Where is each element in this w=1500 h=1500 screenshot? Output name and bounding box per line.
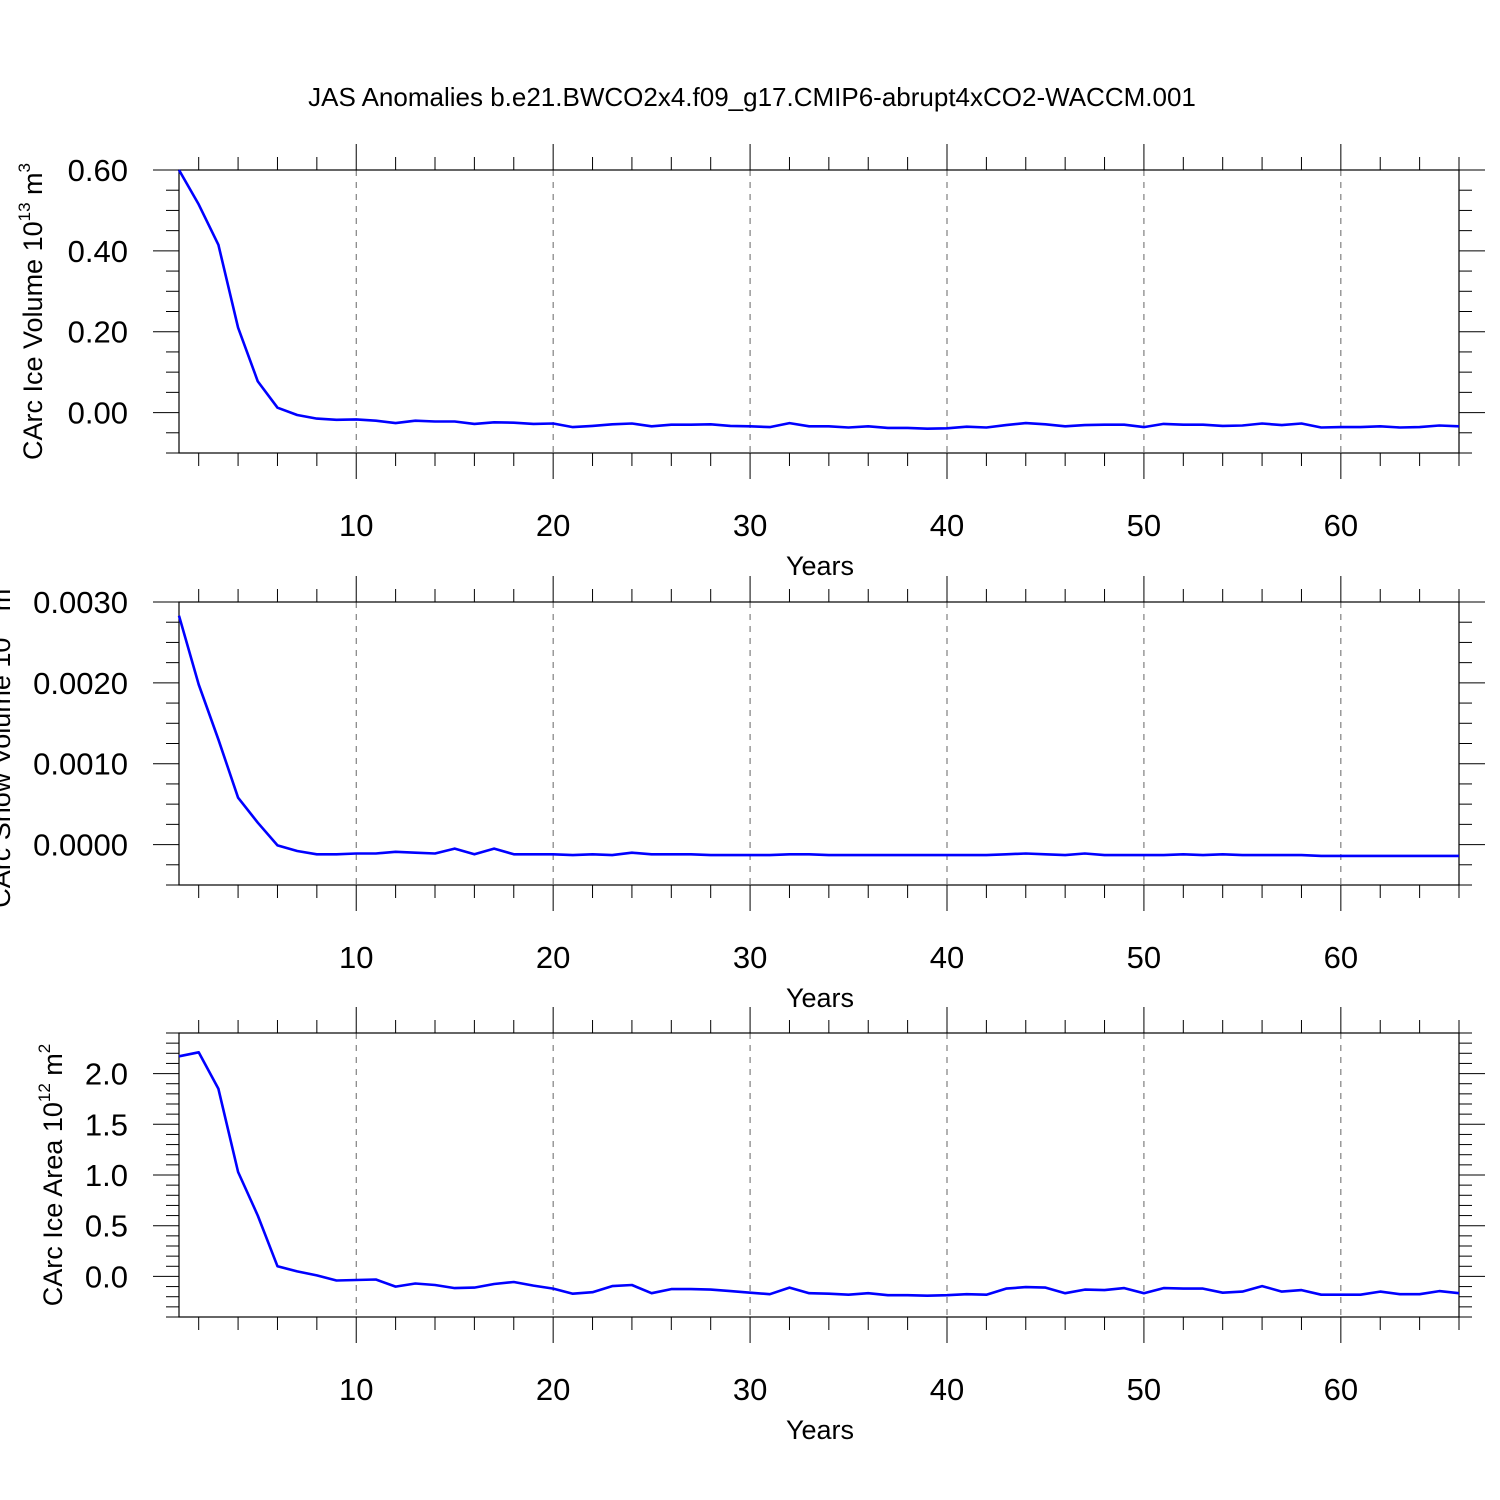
x-tick-label: 60 (1324, 508, 1358, 543)
plot-frame (178, 601, 1460, 886)
plot-frame (178, 1032, 1460, 1318)
plot-frame (178, 169, 1460, 454)
x-axis-label: Years (786, 551, 854, 581)
x-tick-label: 10 (339, 940, 373, 975)
y-axis-label-unit: m (38, 1053, 68, 1083)
y-tick-label: 0.0000 (33, 828, 128, 863)
y-axis-label-unit-exponent: 3 (0, 579, 2, 588)
y-axis-label-unit-exponent: 3 (15, 163, 34, 172)
x-tick-label: 40 (930, 508, 964, 543)
x-tick-label: 60 (1324, 940, 1358, 975)
y-tick-label: 0.40 (68, 234, 128, 269)
series-line (178, 1051, 1460, 1297)
x-tick-label: 20 (536, 508, 570, 543)
x-tick-label: 10 (339, 508, 373, 543)
panel-ice-area: 10 20 30 40 50 60 0.0 0.5 1.0 1.5 2.0 Years CArc Ice… (35, 1007, 1485, 1445)
x-axis-label: Years (786, 983, 854, 1013)
y-axis-label-text: CArc Ice Area 10 (38, 1102, 68, 1306)
y-tick-label: 0.0020 (33, 666, 128, 701)
y-tick-label: 2.0 (85, 1057, 128, 1092)
y-tick-label: 0.0030 (33, 585, 128, 620)
x-tick-label: 50 (1127, 1372, 1161, 1407)
x-tick-label: 30 (733, 508, 767, 543)
y-tick-label: 0.0010 (33, 747, 128, 782)
x-axis-label: Years (786, 1415, 854, 1445)
y-axis-label-text: CArc Ice Volume 10 (18, 221, 48, 460)
x-tick-label: 40 (930, 940, 964, 975)
y-tick-label: 1.5 (85, 1107, 128, 1142)
x-tick-label: 10 (339, 1372, 373, 1407)
y-axis-label-text: CArc Snow Volume 10 (0, 638, 16, 908)
y-axis-label-exponent: 12 (35, 1083, 54, 1102)
y-tick-label: 0.0 (85, 1259, 128, 1294)
x-tick-label: 60 (1324, 1372, 1358, 1407)
chart-title: JAS Anomalies b.e21.BWCO2x4.f09_g17.CMIP… (308, 82, 1196, 112)
series-line (177, 615, 1459, 858)
y-tick-label: 0.60 (68, 153, 128, 188)
x-tick-label: 30 (733, 1372, 767, 1407)
y-axis-label-exponent: 13 (0, 619, 2, 638)
x-tick-label: 50 (1127, 940, 1161, 975)
series-line (177, 169, 1460, 431)
panel-snow-volume: 10 20 30 40 50 60 0.0000 0.0010 0.0020 0.0030 Year… (0, 576, 1485, 1013)
x-tick-label: 40 (930, 1372, 964, 1407)
y-tick-label: 0.20 (68, 315, 128, 350)
y-tick-label: 0.5 (85, 1209, 128, 1244)
x-tick-label: 20 (536, 1372, 570, 1407)
y-tick-label: 0.00 (68, 396, 128, 431)
x-tick-label: 20 (536, 940, 570, 975)
y-axis-label-exponent: 13 (15, 202, 34, 221)
y-axis-label-unit: m (0, 589, 16, 619)
x-tick-label: 30 (733, 940, 767, 975)
y-axis-label-unit: m (18, 172, 48, 202)
y-axis-label: CArc Ice Area 1012 m2 (35, 1044, 68, 1307)
y-tick-label: 1.0 (85, 1158, 128, 1193)
y-axis-label: CArc Snow Volume 1013 m3 (0, 579, 16, 908)
panel-ice-volume: 10 20 30 40 50 60 0.00 0.20 0.40 0.60 Years CArc Ic… (15, 144, 1485, 581)
x-tick-label: 50 (1127, 508, 1161, 543)
y-axis-label-unit-exponent: 2 (35, 1044, 54, 1053)
y-axis-label: CArc Ice Volume 1013 m3 (15, 163, 48, 460)
